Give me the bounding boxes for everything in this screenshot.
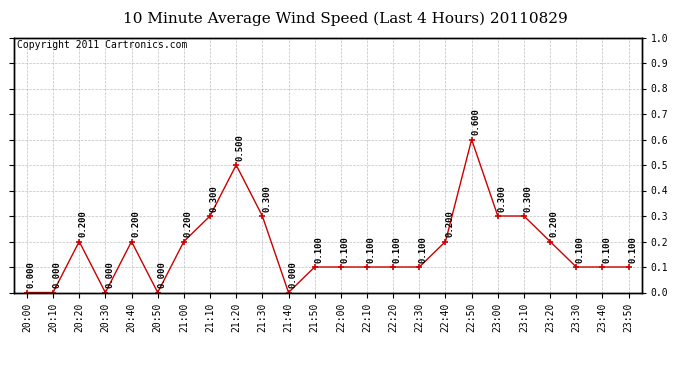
Text: 0.100: 0.100 [315,236,324,263]
Text: 0.500: 0.500 [236,134,245,161]
Text: 0.100: 0.100 [602,236,611,263]
Text: 0.300: 0.300 [497,185,506,212]
Text: 0.000: 0.000 [288,261,297,288]
Text: 0.000: 0.000 [52,261,61,288]
Text: 0.200: 0.200 [79,210,88,237]
Text: 0.000: 0.000 [105,261,114,288]
Text: 0.200: 0.200 [131,210,140,237]
Text: 0.600: 0.600 [471,108,480,135]
Text: 0.100: 0.100 [340,236,350,263]
Text: 0.300: 0.300 [210,185,219,212]
Text: 0.200: 0.200 [445,210,454,237]
Text: 0.000: 0.000 [26,261,36,288]
Text: 0.200: 0.200 [550,210,559,237]
Text: 0.100: 0.100 [393,236,402,263]
Text: 0.100: 0.100 [576,236,585,263]
Text: 0.300: 0.300 [262,185,271,212]
Text: 0.100: 0.100 [366,236,375,263]
Text: 0.100: 0.100 [629,236,638,263]
Text: 0.300: 0.300 [524,185,533,212]
Text: 0.200: 0.200 [184,210,193,237]
Text: 10 Minute Average Wind Speed (Last 4 Hours) 20110829: 10 Minute Average Wind Speed (Last 4 Hou… [123,11,567,26]
Text: Copyright 2011 Cartronics.com: Copyright 2011 Cartronics.com [17,40,187,50]
Text: 0.000: 0.000 [157,261,166,288]
Text: 0.100: 0.100 [419,236,428,263]
